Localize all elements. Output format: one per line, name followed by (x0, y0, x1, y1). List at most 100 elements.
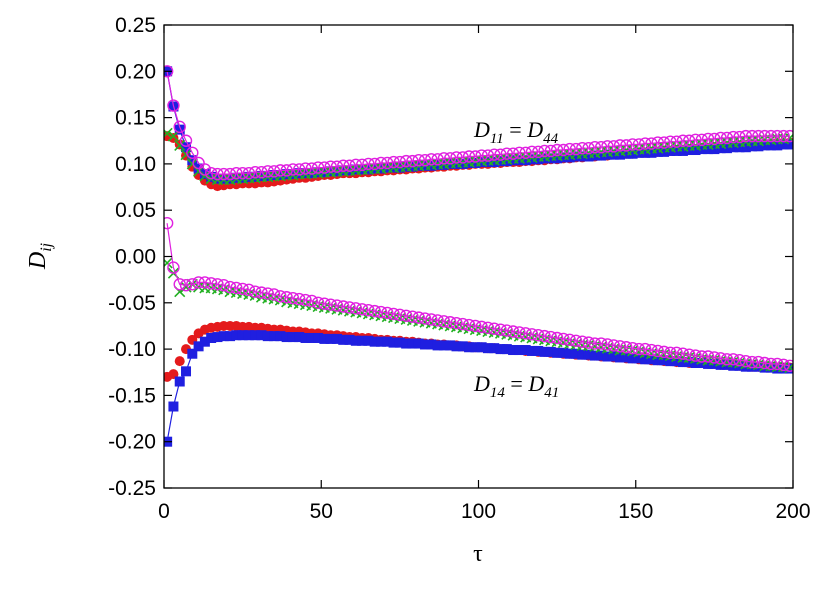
series-6-point-80 (664, 135, 677, 148)
series-7-point-9 (217, 279, 230, 292)
annotation-2-sub-b: 41 (544, 385, 559, 401)
series-3-point-77 (646, 354, 657, 365)
series-3-point-81 (671, 356, 682, 367)
series-6-point-30 (349, 158, 363, 172)
series-7-point-58 (525, 328, 539, 341)
series-3-point-61 (545, 346, 556, 357)
y-axis-title-main: D (25, 252, 51, 270)
series-7-point-59 (532, 329, 545, 342)
series-3-point-96 (765, 362, 776, 373)
series-3-point-48 (464, 342, 475, 353)
series-6-point-26 (324, 160, 337, 173)
series-3-point-7 (206, 332, 217, 343)
series-6-point-13 (242, 166, 256, 180)
series-7-point-44 (437, 315, 451, 328)
series-3-point-27 (331, 333, 342, 344)
series-2-point-59 (533, 154, 544, 165)
series-7-point-54 (500, 324, 514, 337)
series-6-point-87 (708, 132, 721, 146)
series-3-point-54 (501, 344, 512, 355)
series-6-point-32 (362, 157, 375, 171)
series-3-point-20 (287, 332, 298, 343)
series-3-point-45 (445, 340, 456, 351)
series-7-point-6 (198, 276, 212, 289)
annotation-d11-d44: D11 = D44 (473, 117, 559, 147)
series-7-point-20 (286, 291, 300, 305)
series-3-point-41 (420, 339, 431, 350)
series-3-point-34 (376, 336, 387, 347)
series-2-point-3 (181, 142, 192, 153)
series-2-point-92 (740, 142, 751, 153)
series-2-point-86 (703, 144, 714, 155)
series-6-point-57 (519, 146, 532, 159)
series-6-point-19 (280, 164, 293, 177)
series-6-point-15 (255, 166, 268, 179)
series-3-point-53 (495, 344, 506, 355)
series-2-point-65 (570, 151, 581, 162)
series-6-point-99 (783, 129, 793, 143)
series-2-point-99 (784, 139, 793, 150)
y-tick-label-0: 0.25 (115, 14, 156, 37)
series-2-point-89 (721, 143, 732, 154)
series-3-point-72 (615, 352, 626, 363)
series-7-point-60 (538, 329, 551, 343)
series-3-point-9 (218, 331, 229, 342)
series-3-point-38 (401, 338, 412, 349)
series-6-point-75 (632, 138, 646, 151)
series-7-point-31 (355, 303, 369, 316)
series-2-point-61 (545, 153, 556, 164)
series-2-point-91 (734, 142, 745, 153)
series-3-point-28 (338, 334, 349, 345)
series-6-point-47 (456, 151, 469, 164)
x-tick-label-4: 200 (775, 500, 810, 523)
series-7-point-8 (211, 278, 224, 291)
series-7-point-36 (387, 307, 400, 321)
series-7-point-51 (481, 321, 495, 335)
series-2-point-73 (621, 148, 632, 159)
series-6-point-91 (733, 130, 746, 144)
series-3-point-32 (363, 335, 374, 346)
y-tick-label-7: -0.10 (108, 338, 156, 361)
series-6 (164, 65, 793, 181)
series-6-point-62 (550, 143, 564, 157)
series-7-point-24 (311, 296, 325, 309)
series-6-point-33 (368, 157, 381, 171)
series-3-point-58 (526, 345, 537, 356)
series-6-line (166, 71, 790, 175)
series-6-point-76 (638, 137, 652, 150)
series-6-point-31 (355, 158, 369, 172)
y-tick-label-5: 0.00 (115, 246, 156, 269)
series-2-point-56 (514, 155, 525, 166)
series-7-point-50 (475, 320, 488, 334)
series-2-point-62 (552, 153, 563, 164)
series-7-point-22 (299, 293, 312, 307)
series-3-point-19 (281, 332, 292, 343)
series-6-point-65 (569, 142, 583, 156)
series-7-point-62 (550, 331, 564, 345)
series-7-point-89 (720, 353, 734, 366)
series-2-point-4 (187, 155, 198, 166)
series-6-point-64 (563, 142, 576, 156)
series-3-point-8 (212, 332, 223, 343)
series-3-point-65 (570, 348, 581, 359)
series-7-point-16 (261, 287, 274, 300)
series-3-point-18 (275, 331, 286, 342)
series-3-point-71 (608, 351, 619, 362)
series-7-point-67 (582, 336, 595, 349)
series-6-point-42 (425, 153, 438, 166)
series-7-point-92 (739, 354, 753, 368)
series-6-point-9 (217, 167, 230, 181)
series-7-point-46 (450, 316, 463, 330)
series-3-point-46 (451, 341, 462, 352)
series-4-point-2 (174, 139, 186, 151)
series-3-point-47 (457, 341, 468, 352)
series-3-point-12 (237, 330, 248, 341)
annotation-1-sub-a: 11 (490, 131, 504, 147)
series-7-point-93 (745, 355, 759, 369)
series-6-point-0 (164, 65, 174, 78)
series-6-point-35 (381, 156, 394, 170)
series-3-point-16 (262, 331, 273, 342)
y-tick-label-10: -0.25 (108, 477, 156, 500)
series-2-point-63 (558, 152, 569, 163)
series-7-point-69 (594, 337, 608, 350)
